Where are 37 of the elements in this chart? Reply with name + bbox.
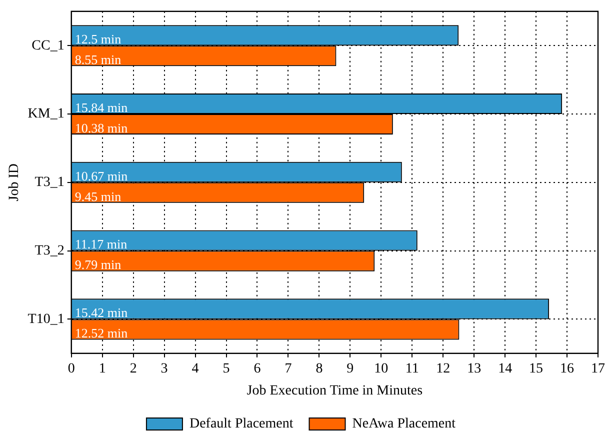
x-tick-label: 7 (284, 361, 292, 376)
data-label: 10.38 min (74, 120, 128, 136)
x-tick-label: 1 (98, 361, 106, 376)
x-tick-label: 2 (130, 361, 137, 376)
y-tick-label: T3_1 (34, 175, 64, 190)
legend-label: NeAwa Placement (352, 416, 456, 432)
y-tick-label: CC_1 (32, 38, 64, 54)
x-tick-label: 13 (467, 361, 482, 376)
x-tick-label: 16 (560, 361, 574, 376)
x-tick-label: 0 (68, 361, 75, 376)
x-tick-label: 14 (498, 361, 512, 376)
x-tick-label: 10 (374, 361, 388, 376)
data-label: 10.67 min (74, 168, 128, 184)
data-label: 15.84 min (74, 100, 128, 115)
x-tick-label: 3 (160, 361, 168, 376)
y-axis-title: Job ID (7, 164, 22, 202)
data-label: 9.45 min (74, 188, 122, 204)
x-tick-label: 9 (346, 361, 354, 376)
x-tick-label: 11 (405, 361, 419, 376)
data-label: 15.42 min (74, 305, 128, 320)
x-tick-label: 5 (222, 361, 230, 376)
data-label: 12.5 min (74, 32, 122, 47)
x-tick-label: 12 (436, 361, 450, 376)
y-tick-label: KM_1 (28, 106, 64, 122)
data-label: 11.17 min (74, 236, 128, 252)
x-tick-label: 15 (529, 361, 544, 376)
x-tick-label: 8 (316, 361, 323, 376)
x-tick-label: 4 (192, 361, 199, 376)
x-axis-title: Job Execution Time in Minutes (246, 383, 423, 398)
y-tick-label: T10_1 (28, 312, 64, 327)
data-label: 9.79 min (74, 257, 122, 272)
legend-label: Default Placement (189, 416, 294, 432)
x-tick-label: 17 (591, 361, 605, 376)
data-label: 12.52 min (74, 326, 128, 341)
data-label: 8.55 min (74, 52, 122, 68)
y-tick-label: T3_2 (34, 243, 64, 258)
x-tick-label: 6 (254, 361, 261, 376)
